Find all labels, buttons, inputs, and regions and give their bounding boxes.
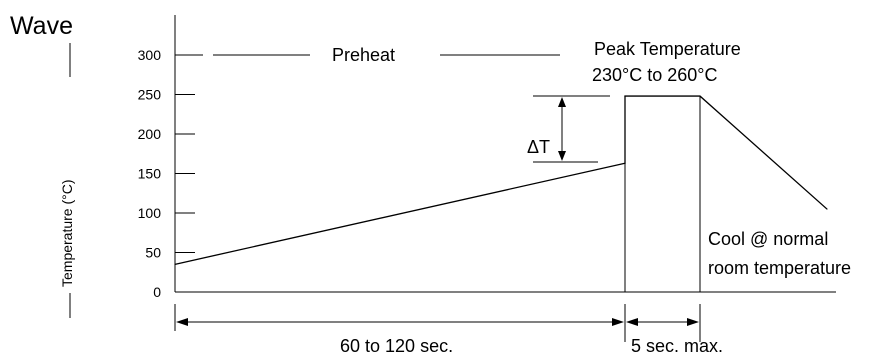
y-tick-label-50: 50 bbox=[145, 245, 161, 261]
profile-point-4 bbox=[826, 208, 828, 210]
preheat-duration-arrow-right bbox=[612, 318, 624, 326]
cool-label-line1: Cool @ normal bbox=[708, 229, 828, 249]
y-tick-label-150: 150 bbox=[138, 166, 162, 182]
chart-title: Wave bbox=[10, 12, 73, 40]
y-tick-label-200: 200 bbox=[138, 126, 162, 142]
preheat-label: Preheat bbox=[332, 45, 395, 65]
y-ticks: 0 50 100 150 200 250 300 bbox=[138, 47, 195, 300]
delta-t-arrow-down bbox=[558, 151, 566, 161]
preheat-duration-arrow-left bbox=[176, 318, 188, 326]
y-tick-label-0: 0 bbox=[153, 284, 161, 300]
peak-duration-arrow-left bbox=[626, 318, 638, 326]
cool-label-line2: room temperature bbox=[708, 258, 851, 278]
delta-t-arrow-up bbox=[558, 97, 566, 107]
y-axis-label: Temperature (°C) bbox=[59, 179, 75, 287]
y-tick-label-250: 250 bbox=[138, 87, 162, 103]
peak-duration-arrow-right bbox=[687, 318, 699, 326]
y-tick-label-100: 100 bbox=[138, 205, 162, 221]
profile-point-0 bbox=[174, 263, 176, 265]
profile-point-2 bbox=[624, 95, 626, 97]
y-tick-label-300: 300 bbox=[138, 47, 162, 63]
preheat-duration-label: 60 to 120 sec. bbox=[340, 336, 453, 356]
delta-t-label: ΔT bbox=[527, 137, 550, 157]
peak-duration-label: 5 sec. max. bbox=[631, 336, 723, 356]
peak-temperature-label: Peak Temperature bbox=[594, 39, 741, 59]
peak-temperature-range: 230°C to 260°C bbox=[592, 65, 717, 85]
series-layer bbox=[174, 95, 828, 292]
